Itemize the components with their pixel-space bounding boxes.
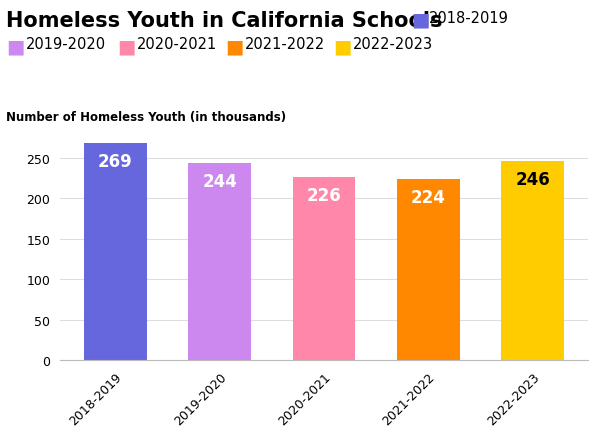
Text: 224: 224	[411, 188, 446, 207]
Text: 2022-2023: 2022-2023	[353, 37, 433, 52]
Text: ■: ■	[6, 37, 25, 56]
Bar	[188, 164, 251, 360]
Text: 244: 244	[202, 172, 237, 191]
Bar	[502, 162, 564, 360]
Text: 226: 226	[307, 187, 341, 205]
Text: Number of Homeless Youth (in thousands): Number of Homeless Youth (in thousands)	[6, 111, 286, 124]
Bar	[397, 180, 460, 360]
Text: 2021-2022: 2021-2022	[245, 37, 325, 52]
Text: ■: ■	[411, 11, 430, 30]
Text: ■: ■	[225, 37, 244, 56]
Text: 2018-2019: 2018-2019	[429, 11, 509, 26]
Bar	[293, 178, 355, 360]
Text: 2020-2021: 2020-2021	[137, 37, 217, 52]
Text: Homeless Youth in California Schools: Homeless Youth in California Schools	[6, 11, 443, 31]
Text: ■: ■	[117, 37, 136, 56]
Text: 246: 246	[515, 171, 550, 189]
Text: ■: ■	[333, 37, 352, 56]
Bar	[84, 143, 146, 360]
Text: 2019-2020: 2019-2020	[26, 37, 106, 52]
Text: 269: 269	[98, 152, 133, 170]
